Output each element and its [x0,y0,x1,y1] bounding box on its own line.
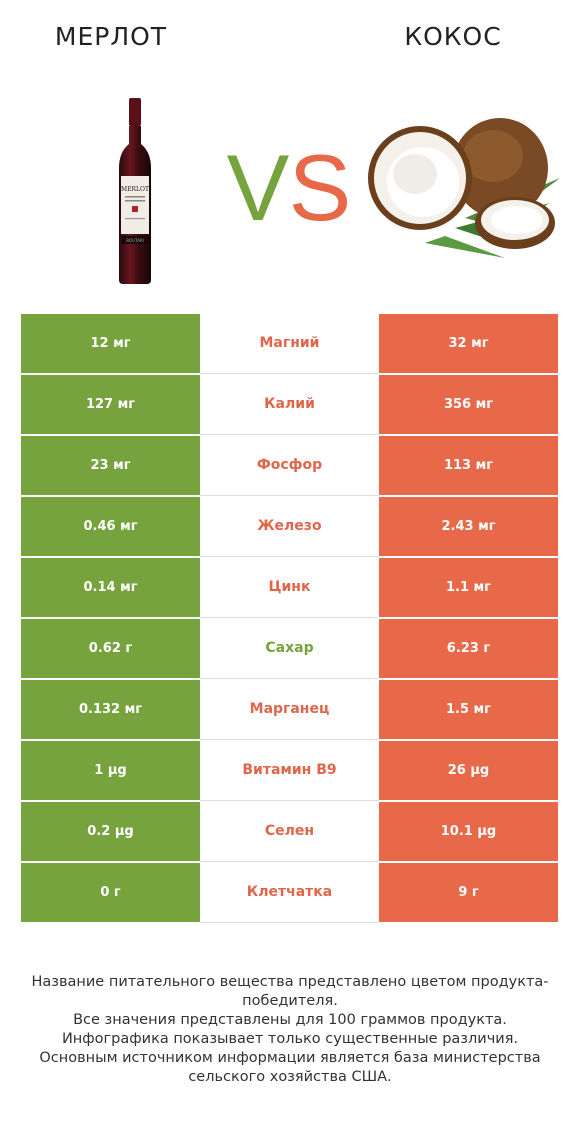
left-value: 127 мг [21,375,200,434]
left-value: 0.2 µg [21,802,200,861]
left-value: 0.132 мг [21,680,200,739]
vs-letter-v: V [227,138,290,228]
left-value: 0.46 мг [21,497,200,556]
table-row: 127 мг Калий 356 мг [21,375,558,436]
left-product-title: МЕРЛОТ [54,22,168,51]
right-value: 32 мг [379,314,558,373]
footer-line: Все значения представлены для 100 граммо… [73,1012,507,1028]
svg-text:MERLOT: MERLOT [121,186,149,193]
table-row: 12 мг Магний 32 мг [21,314,558,375]
table-row: 1 µg Витамин B9 26 µg [21,741,558,802]
svg-text:BOUTARI: BOUTARI [126,238,144,243]
right-value: 10.1 µg [379,802,558,861]
table-row: 0 г Клетчатка 9 г [21,863,558,924]
comparison-table: 12 мг Магний 32 мг 127 мг Калий 356 мг 2… [21,314,558,924]
right-value: 1.1 мг [379,558,558,617]
right-value: 2.43 мг [379,497,558,556]
nutrient-name: Цинк [200,558,379,618]
right-value: 26 µg [379,741,558,800]
table-row: 0.132 мг Марганец 1.5 мг [21,680,558,741]
nutrient-name: Клетчатка [200,863,379,923]
table-row: 23 мг Фосфор 113 мг [21,436,558,497]
right-value: 6.23 г [379,619,558,678]
nutrient-name: Фосфор [200,436,379,496]
left-value: 0 г [21,863,200,922]
left-value: 0.62 г [21,619,200,678]
wine-bottle-icon: MERLOT BOUTARI [119,98,151,284]
table-row: 0.46 мг Железо 2.43 мг [21,497,558,558]
right-product-title: КОКОС [404,22,502,51]
left-value: 0.14 мг [21,558,200,617]
nutrient-name: Сахар [200,619,379,679]
table-row: 0.14 мг Цинк 1.1 мг [21,558,558,619]
footer-notes: Название питательного вещества представл… [20,973,560,1087]
right-value: 356 мг [379,375,558,434]
footer-line: Инфографика показывает только существенн… [61,1031,519,1047]
nutrient-name: Витамин B9 [200,741,379,801]
footer-line: Название питательного вещества представл… [31,974,549,1009]
nutrient-name: Калий [200,375,379,435]
table-row: 0.2 µg Селен 10.1 µg [21,802,558,863]
nutrient-name: Магний [200,314,379,374]
left-value: 12 мг [21,314,200,373]
coconut-icon [368,118,560,258]
nutrient-name: Марганец [200,680,379,740]
right-value: 113 мг [379,436,558,495]
left-value: 1 µg [21,741,200,800]
vs-letter-s: S [289,138,352,228]
nutrient-name: Селен [200,802,379,862]
vs-label: V S [227,138,352,228]
footer-line: Основным источником информации является … [39,1050,541,1085]
left-value: 23 мг [21,436,200,495]
nutrient-name: Железо [200,497,379,557]
right-value: 9 г [379,863,558,922]
right-value: 1.5 мг [379,680,558,739]
table-row: 0.62 г Сахар 6.23 г [21,619,558,680]
